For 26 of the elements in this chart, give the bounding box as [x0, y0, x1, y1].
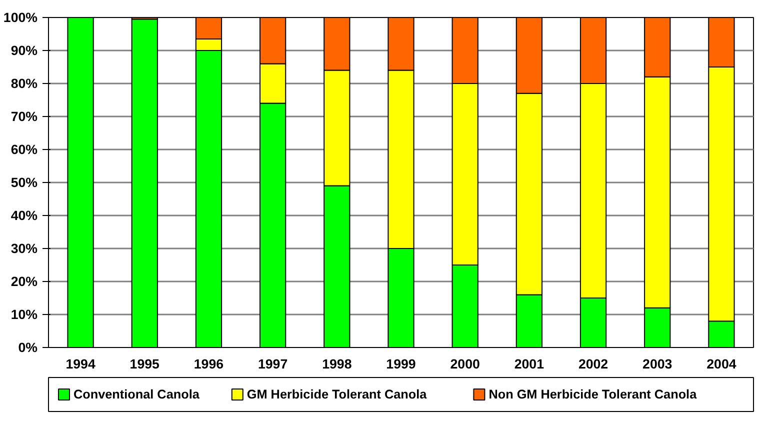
legend-label: Non GM Herbicide Tolerant Canola	[488, 388, 698, 402]
x-tick-label: 2002	[578, 356, 608, 372]
x-tick-label: 2001	[514, 356, 545, 372]
x-tick-label: 1997	[258, 356, 288, 372]
x-tick-label: 2000	[450, 356, 480, 372]
y-tick-label: 0%	[18, 340, 38, 355]
y-tick-label: 10%	[10, 307, 38, 322]
bar	[131, 18, 158, 348]
x-tick-label: 2003	[642, 356, 672, 372]
y-tick-label: 50%	[10, 175, 38, 190]
y-tick-label: 30%	[10, 241, 38, 256]
x-tick-label: 1996	[194, 356, 224, 372]
x-tick-label: 1994	[66, 356, 96, 372]
y-tick-label: 40%	[10, 208, 38, 223]
y-tick-label: 70%	[10, 109, 38, 124]
y-tick-label: 100%	[3, 10, 38, 25]
x-tick-label: 1998	[322, 356, 352, 372]
legend-label: GM Herbicide Tolerant Canola	[246, 388, 428, 402]
y-tick-label: 60%	[10, 142, 38, 157]
x-tick-label: 1995	[130, 356, 160, 372]
x-tick-label: 1999	[386, 356, 416, 372]
y-tick-label: 90%	[10, 43, 38, 58]
legend-label: Conventional Canola	[74, 388, 200, 402]
y-tick-label: 20%	[10, 274, 38, 289]
x-tick-label: 2004	[706, 356, 737, 372]
y-tick-label: 80%	[10, 76, 38, 91]
